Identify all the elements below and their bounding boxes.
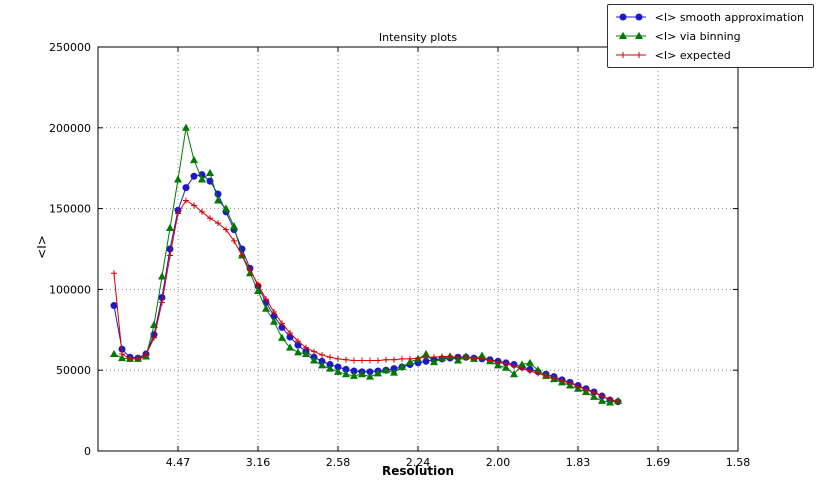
svg-text:50000: 50000 [56,364,91,377]
svg-text:2.24: 2.24 [406,456,431,469]
legend-item: <I> smooth approximation [614,8,804,26]
y-axis-label: <I> [35,235,49,259]
svg-text:0: 0 [84,445,91,458]
svg-text:250000: 250000 [49,41,91,54]
legend-label: <I> smooth approximation [654,10,804,24]
svg-text:3.16: 3.16 [246,456,271,469]
svg-text:150000: 150000 [49,203,91,216]
svg-text:1.58: 1.58 [726,456,751,469]
chart-title: Intensity plots [378,31,458,44]
svg-text:200000: 200000 [49,122,91,135]
svg-text:2.00: 2.00 [486,456,511,469]
legend: <I> smooth approximation <I> via binning <… [606,4,814,68]
svg-text:1.69: 1.69 [646,456,671,469]
legend-item: <I> expected [614,46,804,64]
circle-marker-icon [615,13,646,21]
legend-label: <I> expected [654,48,731,62]
legend-item: <I> via binning [614,27,804,45]
svg-text:100000: 100000 [49,283,91,296]
svg-text:2.58: 2.58 [326,456,351,469]
x-axis-label: Resolution [381,464,455,478]
svg-text:1.83: 1.83 [566,456,591,469]
triangle-marker-icon [615,31,646,39]
legend-label: <I> via binning [654,29,741,43]
plus-marker-icon [615,52,646,58]
svg-text:4.47: 4.47 [166,456,191,469]
